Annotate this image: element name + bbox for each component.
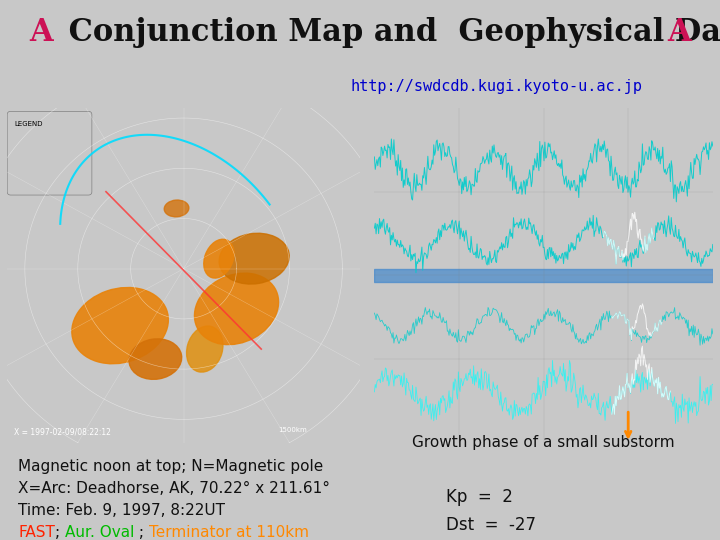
Text: LEGEND: LEGEND — [14, 122, 42, 127]
FancyBboxPatch shape — [7, 111, 92, 195]
Ellipse shape — [219, 233, 289, 284]
Text: X=Arc: Deadhorse, AK, 70.22° x 211.61°: X=Arc: Deadhorse, AK, 70.22° x 211.61° — [18, 481, 330, 496]
Text: Kp  =  2: Kp = 2 — [446, 488, 513, 506]
Text: ;: ; — [55, 525, 65, 540]
Text: http://swdcdb.kugi.kyoto-u.ac.jp: http://swdcdb.kugi.kyoto-u.ac.jp — [351, 79, 643, 94]
Text: Time: Feb. 9, 1997, 8:22UT: Time: Feb. 9, 1997, 8:22UT — [18, 503, 225, 518]
Text: ;: ; — [134, 525, 149, 540]
Text: Magnetic noon at top; N=Magnetic pole: Magnetic noon at top; N=Magnetic pole — [18, 460, 323, 474]
Text: A: A — [667, 17, 691, 48]
Text: FAST: FAST — [18, 525, 55, 540]
Ellipse shape — [204, 239, 234, 278]
Text: Terminator at 110km: Terminator at 110km — [149, 525, 309, 540]
Ellipse shape — [72, 287, 168, 364]
Text: 1500km: 1500km — [279, 427, 307, 433]
Ellipse shape — [194, 273, 279, 345]
Ellipse shape — [129, 339, 181, 380]
Bar — [374, 269, 713, 282]
Ellipse shape — [186, 326, 223, 372]
Ellipse shape — [164, 200, 189, 217]
Text: Growth phase of a small substorm: Growth phase of a small substorm — [413, 435, 675, 450]
Text: A: A — [29, 17, 53, 48]
Text: Aur. Oval: Aur. Oval — [65, 525, 134, 540]
Text: Dst  =  -27: Dst = -27 — [446, 516, 536, 535]
Text: X = 1997-02-09/08:22:12: X = 1997-02-09/08:22:12 — [14, 427, 111, 436]
Text: Conjunction Map and  Geophysical Data: Conjunction Map and Geophysical Data — [58, 17, 720, 48]
